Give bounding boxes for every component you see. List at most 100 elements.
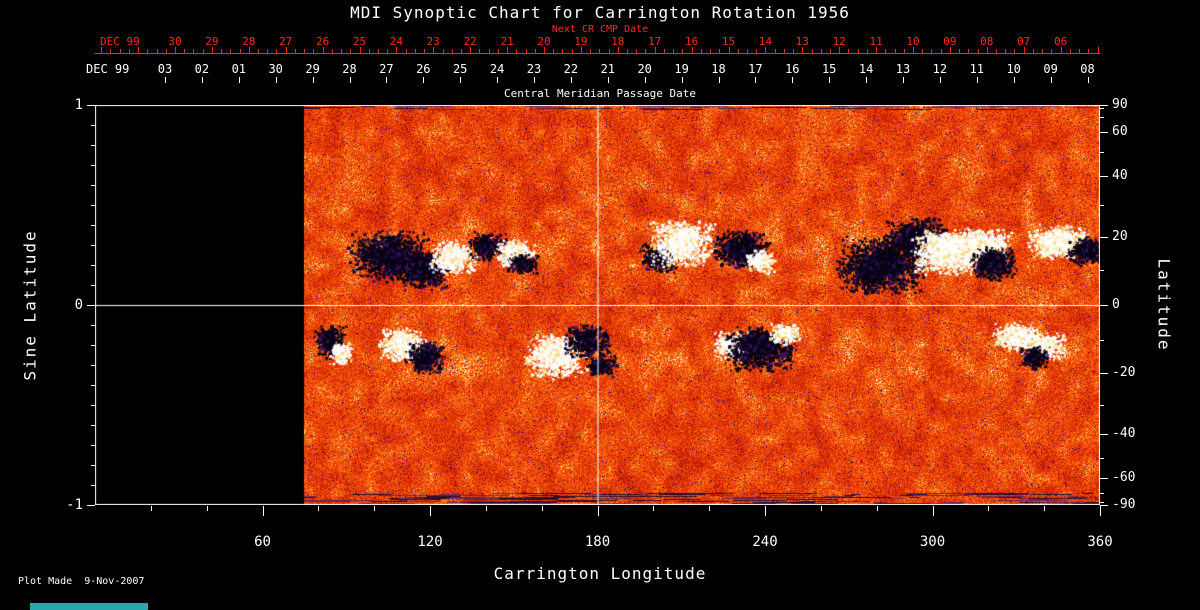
top-axis-minor-tick [811,49,813,53]
top-axis-minor-tick [737,49,739,53]
cmp-axis-tick [681,77,683,83]
left-axis-minor-tick [91,365,95,366]
bottom-axis-tick [430,506,431,516]
cmp-axis-tick [386,77,388,83]
cmp-axis-tick [238,77,240,83]
right-axis-tick-label: -90 [1112,497,1136,512]
left-axis-minor-tick [91,405,95,406]
left-axis-minor-tick [91,245,95,246]
top-axis-tick [986,47,988,53]
bottom-axis-tick-label: 240 [752,534,778,550]
top-axis-minor-tick [497,49,499,53]
top-axis-tick [913,47,914,53]
bottom-axis-tick [1100,506,1101,516]
right-axis-tick [1100,433,1108,435]
right-axis-minor-tick [1100,151,1104,153]
bottom-axis-tick-label: 120 [417,534,443,550]
left-axis-minor-tick [91,425,95,426]
bottom-axis-tick-label: 180 [584,534,611,550]
right-axis-minor-tick [1100,108,1104,110]
top-axis-minor-tick [110,49,112,53]
top-axis-tick-label: 14 [758,35,773,48]
right-axis-tick [1100,373,1108,375]
x-axis-title: Carrington Longitude [493,564,707,583]
top-axis-minor-tick [267,49,269,53]
bottom-axis-tick [932,506,934,516]
top-axis-minor-tick [866,49,868,53]
cmp-axis-tick [866,77,868,83]
top-axis-minor-tick [1069,49,1071,53]
cmp-axis-tick [312,77,314,83]
cmp-axis-tick-label: 03 [157,62,173,76]
top-axis-minor-tick [128,49,130,53]
cmp-axis-tick [1050,77,1052,83]
bottom-axis-minor-tick [1044,506,1046,511]
right-axis-tick [1100,131,1108,133]
right-axis-tick-label: 20 [1112,228,1128,244]
cmp-axis-tick [976,77,978,83]
cmp-axis-tick-label: 16 [785,62,800,76]
next-cr-cmp-date-label: Next CR CMP Date [551,24,649,35]
cmp-axis-tick-label: 10 [1006,62,1021,76]
top-axis-minor-tick [793,49,795,53]
top-axis-tick-label: 07 [1017,35,1031,48]
top-axis-minor-tick [673,49,675,53]
right-axis-tick-label: -40 [1112,425,1136,441]
cmp-axis-tick [570,77,572,83]
top-axis-minor-tick [682,49,684,53]
top-axis-tick-label: 08 [980,35,994,48]
left-axis-tick-label: 0 [74,297,83,313]
top-axis-tick-label: 21 [500,35,514,48]
top-axis-minor-tick [645,49,647,53]
top-axis-tick-label: 17 [648,35,662,48]
top-axis-tick-label: 11 [869,35,883,48]
cmp-axis-tick-label: 30 [268,62,283,76]
cmp-axis-tick-label: 28 [342,62,357,76]
top-axis-minor-tick [1014,49,1016,53]
right-axis-tick-label: 40 [1112,168,1128,184]
top-axis-tick [1060,47,1062,53]
top-axis-tick-label: 29 [205,35,219,48]
top-axis-tick-label: 10 [906,35,920,48]
top-axis-minor-tick [710,49,712,53]
left-axis-minor-tick [91,445,95,446]
cmp-axis-tick [497,77,499,83]
cmp-axis-tick-label: 11 [969,62,985,76]
cmp-axis-tick-label: 23 [526,62,542,76]
right-axis-tick-label: 60 [1112,123,1128,139]
top-axis-tick [175,47,176,53]
bottom-axis-minor-tick [150,506,152,511]
cmp-axis-tick [423,77,425,83]
magnetogram-heatmap [95,105,1100,505]
top-axis-minor-tick [377,49,379,53]
right-axis-tick-label: -20 [1112,365,1136,381]
left-axis-tick-label: 1 [74,97,83,113]
left-axis-minor-tick [91,165,95,166]
top-axis-minor-tick [1088,49,1090,53]
top-axis-tick [654,47,656,53]
top-axis-minor-tick [479,49,481,53]
top-axis-minor-tick [534,49,536,53]
top-axis-tick [544,47,545,53]
bottom-axis-tick-label: 360 [1087,534,1113,550]
cmp-axis-tick-label: 17 [748,62,763,76]
bottom-axis-tick [765,506,766,516]
top-axis-minor-tick [350,49,352,53]
top-axis-tick [211,47,213,53]
cmp-axis-tick [718,77,720,83]
right-axis-tick [1100,105,1108,106]
cmp-axis-tick-label: 14 [858,62,874,76]
cmp-axis-tick [460,77,462,83]
top-axis-minor-tick [193,49,195,53]
top-axis-tick [248,47,250,53]
cmp-axis-tick [201,77,203,83]
top-axis-tick [1097,47,1099,53]
top-axis-minor-tick [553,49,555,53]
right-axis-minor-tick [1100,405,1104,406]
cmp-axis-tick-label: 25 [452,62,468,76]
top-axis-minor-tick [442,49,444,53]
left-axis-tick [87,505,95,506]
top-axis-minor-tick [424,49,426,53]
top-axis-minor-tick [1079,49,1081,53]
